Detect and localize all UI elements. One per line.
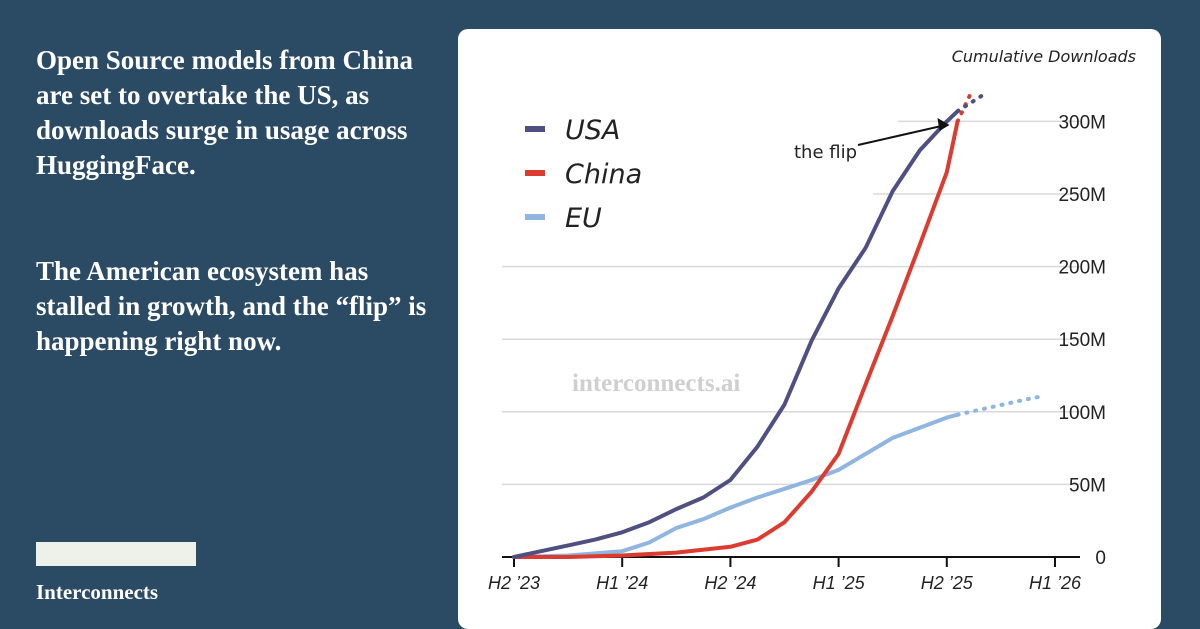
x-tick-label: H1 ’26 bbox=[1029, 573, 1082, 593]
y-tick-label: 0 bbox=[1095, 548, 1106, 569]
chart-title: Cumulative Downloads bbox=[952, 47, 1136, 66]
series-projection-eu bbox=[955, 393, 1047, 417]
annotation-arrow bbox=[857, 125, 942, 146]
annotation-text: the flip bbox=[794, 142, 857, 163]
y-tick-label: 200M bbox=[1058, 258, 1106, 279]
series-line-china bbox=[512, 119, 960, 559]
brand-name: Interconnects bbox=[36, 580, 159, 604]
series-projection-china bbox=[955, 91, 973, 124]
series-line-usa bbox=[512, 109, 960, 559]
legend-label-china: China bbox=[565, 159, 642, 190]
series-line-eu bbox=[512, 412, 960, 559]
x-tick-label: H2 ’24 bbox=[704, 573, 756, 593]
y-tick-label: 150M bbox=[1058, 330, 1106, 351]
headline-paragraph-1: Open Source models from China are set to… bbox=[36, 45, 414, 180]
watermark: interconnects.ai bbox=[572, 370, 740, 397]
x-tick-label: H1 ’24 bbox=[596, 573, 648, 593]
legend-label-eu: EU bbox=[565, 203, 602, 234]
chart-card: 0 50M 100M 150M 200M 250M 300M Cumulative Downl… bbox=[458, 29, 1161, 629]
brand-logo-bar bbox=[36, 542, 196, 566]
y-tick-label: 300M bbox=[1058, 112, 1106, 133]
x-tick-label: H2 ’23 bbox=[488, 573, 540, 593]
y-tick-label: 100M bbox=[1058, 403, 1106, 424]
annotation-arrowhead bbox=[937, 118, 950, 131]
x-tick-label: H2 ’25 bbox=[921, 573, 974, 593]
downloads-chart: 0 50M 100M 150M 200M 250M 300M Cumulative Downl… bbox=[488, 47, 1136, 593]
headline-paragraph-2: The American ecosystem has stalled in gr… bbox=[36, 256, 427, 356]
legend-label-usa: USA bbox=[565, 115, 620, 146]
x-tick-label: H1 ’25 bbox=[813, 573, 866, 593]
y-tick-label: 250M bbox=[1058, 185, 1106, 206]
y-tick-label: 50M bbox=[1069, 475, 1106, 496]
